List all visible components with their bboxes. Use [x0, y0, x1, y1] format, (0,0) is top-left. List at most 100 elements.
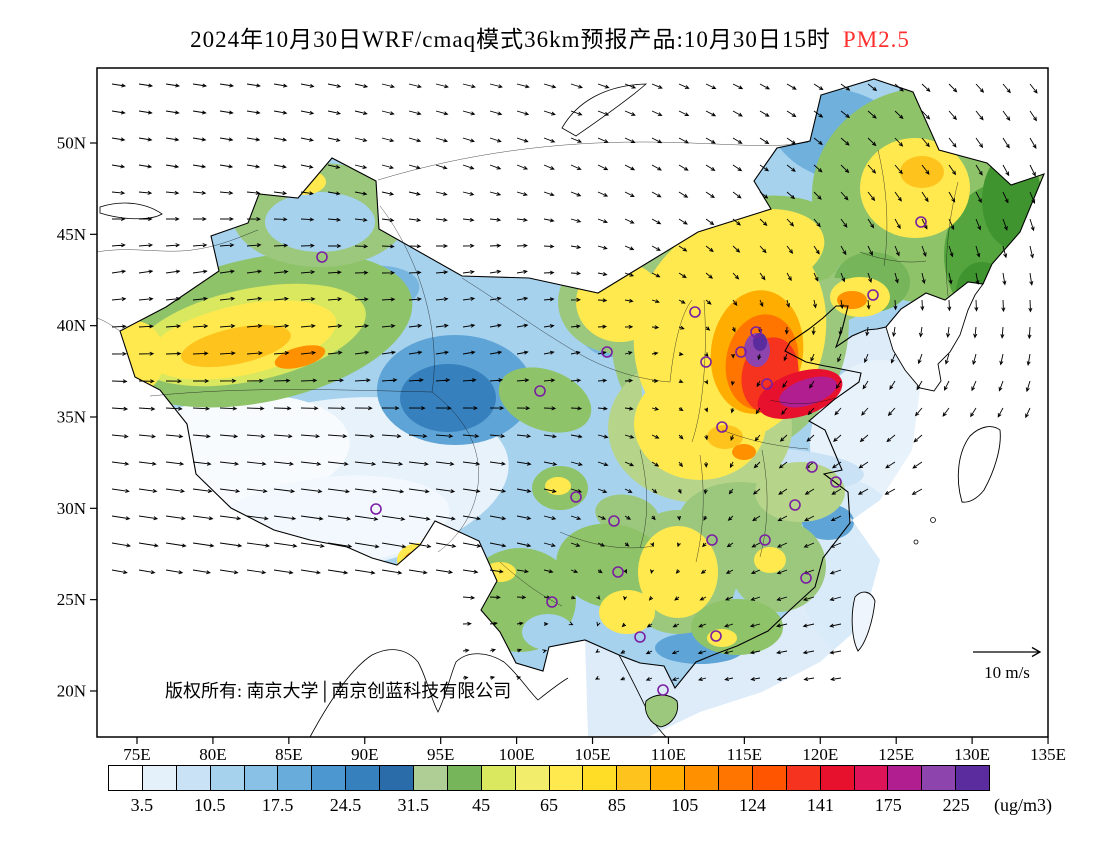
- colorbar-cell: [752, 766, 787, 790]
- colorbar: 3.5 10.5 17.5 24.5 31.5 45 65 85 105 124 141 175 225…: [108, 765, 1052, 825]
- wind-arrow-paths: [111, 83, 1038, 682]
- pm25-blob: [556, 523, 668, 609]
- colorbar-cell: [786, 766, 821, 790]
- pm25-blob: [407, 556, 423, 568]
- colorbar-tick-label: 3.5: [130, 795, 154, 815]
- pm25-blob: [755, 462, 845, 522]
- colorbar-cell: [685, 766, 720, 790]
- title-species: PM2.5: [842, 27, 910, 52]
- wind-scale-label: 10 m/s: [984, 663, 1030, 682]
- province-borders: [149, 149, 959, 607]
- pm25-blob: [545, 477, 571, 495]
- lon-label: 105E: [575, 745, 611, 764]
- city-marker: [601, 346, 613, 358]
- colorbar-cell: [380, 766, 415, 790]
- coastlines: [96, 83, 1001, 738]
- russia-mongolia-border: [377, 141, 809, 181]
- city-marker: [570, 491, 582, 503]
- pm25-blob: [498, 367, 592, 433]
- lon-label: 90E: [351, 745, 378, 764]
- pm25-blob: [120, 321, 165, 393]
- china-border: [119, 78, 1045, 690]
- lat-label: 25N: [57, 590, 86, 609]
- colorbar-cell: [651, 766, 686, 790]
- colorbar-cell: [820, 766, 855, 790]
- colorbar-cells: [108, 765, 990, 791]
- pm25-blob: [274, 345, 326, 369]
- city-marker: [735, 346, 747, 358]
- ryukyu-island: [930, 517, 936, 523]
- colorbar-cell: [549, 766, 584, 790]
- colorbar-tick-label: 45: [472, 795, 491, 815]
- kyushu-island: [957, 426, 1001, 503]
- lon-label: 115E: [727, 745, 762, 764]
- city-marker: [634, 631, 646, 643]
- south-sea-base: [585, 520, 880, 737]
- colorbar-cell: [244, 766, 279, 790]
- colorbar-cell: [888, 766, 923, 790]
- colorbar-tick-label: 85: [607, 795, 626, 815]
- colorbar-tick-label: 175: [874, 795, 902, 815]
- city-marker: [612, 566, 624, 578]
- kyrgyz-border: [96, 317, 121, 332]
- lon-label: 135E: [1030, 745, 1066, 764]
- city-marker: [710, 630, 722, 642]
- axes: 50N 45N 40N 35N 30N 25N 20N 75E 80E 85E 90E 95E 100E…: [57, 134, 1066, 765]
- colorbar-labels: 3.5 10.5 17.5 24.5 31.5 45 65 85 105 124 141 175 225: [108, 795, 990, 819]
- copyright: 版权所有: 南京大学│南京创蓝科技有限公司: [165, 680, 511, 703]
- city-markers: [316, 216, 927, 696]
- colorbar-cell: [583, 766, 618, 790]
- pm25-blob: [408, 559, 418, 567]
- city-marker: [657, 684, 669, 696]
- colorbar-cell: [210, 766, 245, 790]
- colorbar-cell: [447, 766, 482, 790]
- colorbar-cell: [346, 766, 381, 790]
- pm25-blob: [691, 599, 783, 655]
- ryukyu-island: [913, 539, 919, 545]
- city-marker: [806, 461, 818, 473]
- colorbar-cell: [515, 766, 550, 790]
- colorbar-cell: [109, 766, 143, 790]
- colorbar-tick-label: 65: [540, 795, 558, 815]
- colorbar-cell: [854, 766, 889, 790]
- city-marker: [761, 378, 773, 390]
- lon-label: 120E: [802, 745, 838, 764]
- city-marker: [867, 289, 879, 301]
- colorbar-cell: [719, 766, 753, 790]
- pm25-blob: [900, 156, 944, 188]
- pm25-blob: [265, 192, 375, 252]
- pm25-blob: [404, 551, 430, 571]
- colorbar-tick-label: 17.5: [261, 795, 294, 815]
- lon-label: 75E: [123, 745, 150, 764]
- lon-label: 110E: [651, 745, 686, 764]
- colorbar-tick-label: 124: [739, 795, 767, 815]
- title-text: 2024年10月30日WRF/cmaq模式36km预报产品:10月30日15时: [190, 27, 831, 52]
- city-marker: [316, 251, 328, 263]
- wind-scale: 10 m/s: [973, 646, 1042, 682]
- lat-label: 35N: [57, 407, 86, 426]
- colorbar-tick-label: 10.5: [194, 795, 226, 815]
- pm25-blob: [689, 208, 825, 292]
- pm25-blob: [400, 364, 496, 432]
- pm25-blob: [707, 629, 737, 647]
- lat-label: 50N: [57, 134, 86, 153]
- pm25-blob: [599, 590, 655, 634]
- wind-scale-arrow: [973, 646, 1042, 658]
- kazakh-border: [96, 229, 259, 253]
- city-marker: [689, 306, 701, 318]
- pm25-blob: [522, 614, 574, 650]
- lake-balkhash: [99, 202, 163, 220]
- lon-label: 100E: [499, 745, 535, 764]
- pm25-blob: [707, 425, 743, 449]
- city-marker: [716, 421, 728, 433]
- lat-label: 20N: [57, 681, 86, 700]
- pm25-blob: [956, 262, 1008, 322]
- lon-label: 95E: [427, 745, 454, 764]
- taiwan-island: [851, 591, 876, 652]
- page-title: 2024年10月30日WRF/cmaq模式36km预报产品:10月30日15时 P…: [0, 20, 1100, 54]
- lake-baikal: [561, 83, 648, 137]
- map-frame: [96, 67, 1049, 738]
- city-marker: [546, 596, 558, 608]
- colorbar-cell: [922, 766, 957, 790]
